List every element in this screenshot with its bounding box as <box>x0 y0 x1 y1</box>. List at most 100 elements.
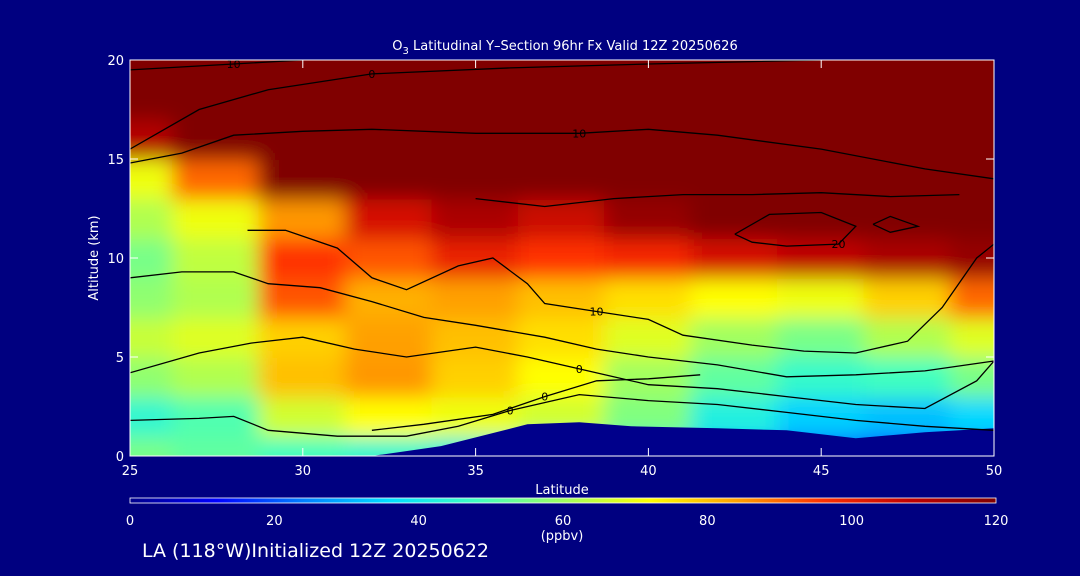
heat-cell <box>345 118 434 160</box>
heat-cell <box>172 276 261 319</box>
contour-label: 0 <box>541 391 548 404</box>
contour-line <box>475 192 960 208</box>
x-axis-label: Latitude <box>535 483 589 498</box>
heat-cell <box>777 237 866 279</box>
contour-line <box>130 271 994 378</box>
plot-area: 10 0 10 10 20 0 0 0 <box>130 58 994 456</box>
heat-cell <box>172 60 261 81</box>
heat-cell <box>172 118 261 160</box>
heat-cell <box>777 118 866 160</box>
y-axis-label: Altitude (km) <box>87 215 102 300</box>
contour-line <box>130 60 303 71</box>
heat-cell <box>517 276 607 319</box>
heat-cell <box>258 60 347 81</box>
heat-cell <box>130 118 175 160</box>
heat-cell <box>690 118 779 160</box>
heat-cell <box>604 158 693 200</box>
heat-cell <box>777 276 866 319</box>
contour-line <box>130 336 994 410</box>
heat-cell <box>604 237 693 279</box>
heat-cell <box>431 356 520 398</box>
heat-cell <box>690 60 779 81</box>
heat-cell <box>863 237 952 279</box>
heat-cell <box>604 316 693 358</box>
heat-cell <box>690 316 779 358</box>
heat-cell <box>517 197 607 240</box>
colorbar-tick-label: 60 <box>555 514 572 529</box>
heat-cell <box>777 60 866 81</box>
heat-cell <box>517 118 607 160</box>
colorbar-tick-label: 40 <box>410 514 427 529</box>
colorbar-tick-label: 100 <box>839 514 864 529</box>
heat-cell <box>345 395 434 438</box>
heat-cell <box>949 197 994 240</box>
heat-cell <box>345 78 434 121</box>
heat-cell <box>258 356 347 398</box>
heat-cell <box>949 158 994 200</box>
heat-cell <box>130 276 175 319</box>
heat-cell <box>604 118 693 160</box>
heat-cell <box>172 356 261 398</box>
heat-cell <box>172 158 261 200</box>
contour-label: 10 <box>227 58 241 71</box>
heat-cell <box>949 118 994 160</box>
contour-label: 10 <box>572 127 586 140</box>
x-tick-label: 45 <box>813 464 830 479</box>
heat-cell <box>604 197 693 240</box>
colorbar-unit-label: (ppbv) <box>541 529 584 544</box>
heat-cell <box>345 158 434 200</box>
y-tick-label: 20 <box>107 54 124 69</box>
colorbar-tick-label: 80 <box>699 514 716 529</box>
heat-cell <box>517 237 607 279</box>
heat-cell <box>863 276 952 319</box>
colorbar-frame <box>129 497 997 504</box>
heat-cell <box>130 78 175 121</box>
x-tick-label: 40 <box>640 464 657 479</box>
heat-cell <box>431 78 520 121</box>
heat-cell <box>130 356 175 398</box>
heat-cell <box>172 395 261 438</box>
heat-cell <box>258 118 347 160</box>
footer-init-label: LA (118°W)Initialized 12Z 20250622 <box>142 540 489 562</box>
heat-cell <box>690 78 779 121</box>
heat-cell <box>777 316 866 358</box>
heat-cell <box>517 316 607 358</box>
contour-label: 20 <box>831 238 845 251</box>
contour-line <box>872 215 921 233</box>
heat-cell <box>258 276 347 319</box>
x-axis: 25 30 35 40 45 50 <box>122 60 1003 479</box>
contour-line <box>130 128 994 180</box>
heat-cell <box>863 197 952 240</box>
heat-cell <box>258 237 347 279</box>
heat-cell <box>863 118 952 160</box>
contour-line <box>130 393 994 437</box>
heat-cell <box>690 158 779 200</box>
contour-line <box>247 229 994 354</box>
colorbar-tick-label: 20 <box>266 514 283 529</box>
heat-cell <box>949 316 994 358</box>
contour-line <box>734 211 857 247</box>
contour-label: 0 <box>507 404 514 417</box>
heat-cell <box>172 435 261 456</box>
heat-cell <box>130 158 175 200</box>
contour-label: 10 <box>590 305 604 318</box>
heat-cell <box>345 237 434 279</box>
heat-cell <box>690 356 779 398</box>
heat-cell <box>431 158 520 200</box>
heat-cell <box>172 197 261 240</box>
heatmap-cells <box>130 60 994 456</box>
heat-cell <box>258 158 347 200</box>
colorbar <box>130 498 996 503</box>
heat-cell <box>431 60 520 81</box>
x-tick-label: 50 <box>986 464 1003 479</box>
colorbar-tick-label: 120 <box>984 514 1009 529</box>
y-tick-label: 0 <box>116 450 124 465</box>
heat-cell <box>863 60 952 81</box>
heat-cell <box>863 316 952 358</box>
heat-cell <box>345 316 434 358</box>
heat-cell <box>777 78 866 121</box>
heat-cell <box>777 197 866 240</box>
heat-cell <box>690 197 779 240</box>
contour-line <box>371 374 701 431</box>
